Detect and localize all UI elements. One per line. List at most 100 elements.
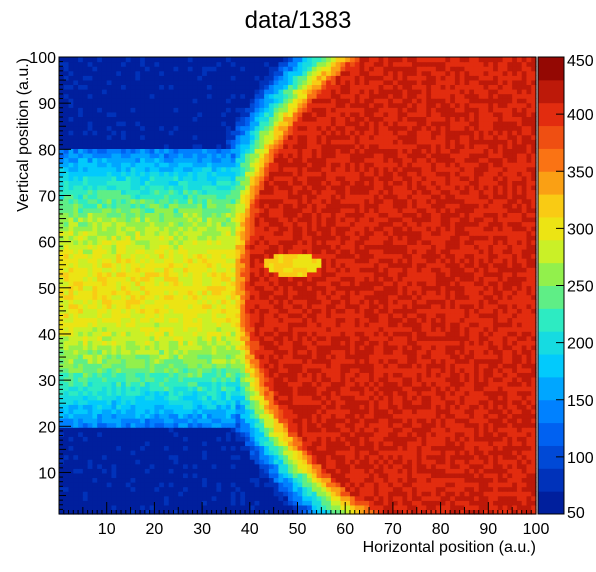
heatmap-cell (121, 477, 127, 483)
heatmap-cell (416, 408, 423, 415)
heatmap-cell (521, 317, 528, 323)
heatmap-cell (354, 354, 361, 360)
heatmap-cell (383, 495, 389, 501)
heatmap-cell (63, 354, 70, 360)
heatmap-cell (125, 303, 132, 309)
heatmap-cell (340, 491, 346, 497)
heatmap-cell (264, 404, 270, 410)
heatmap-cell (483, 331, 489, 337)
heatmap-cell (521, 472, 528, 479)
heatmap-cell (173, 326, 179, 332)
heatmap-cell (321, 459, 327, 465)
heatmap-cell (130, 331, 136, 337)
heatmap-cell (311, 363, 318, 369)
heatmap-cell (159, 486, 165, 492)
heatmap-cell (216, 495, 222, 501)
heatmap-cell (340, 386, 346, 392)
heatmap-cell (397, 408, 404, 415)
heatmap-cell (340, 303, 346, 309)
heatmap-cell (321, 450, 327, 456)
heatmap-cell (516, 322, 523, 328)
heatmap-cell (411, 303, 418, 309)
heatmap-cell (454, 440, 461, 447)
heatmap-cell (369, 294, 375, 300)
heatmap-cell (378, 303, 384, 309)
heatmap-cell (283, 422, 289, 428)
heatmap-cell (421, 326, 427, 332)
heatmap-cell (364, 317, 370, 323)
heatmap-cell (230, 459, 237, 465)
heatmap-cell (159, 440, 165, 447)
heatmap-cell (135, 331, 141, 337)
heatmap-cell (373, 491, 380, 497)
heatmap-cell (292, 363, 299, 369)
heatmap-cell (230, 491, 237, 497)
heatmap-cell (101, 431, 108, 437)
heatmap-cell (359, 326, 365, 332)
heatmap-cell (307, 290, 313, 296)
heatmap-cell (82, 509, 89, 515)
heatmap-cell (97, 436, 103, 442)
heatmap-cell (173, 372, 179, 378)
heatmap-cell (245, 477, 251, 483)
heatmap-cell (187, 386, 194, 392)
heatmap-cell (354, 395, 361, 401)
heatmap-cell (59, 390, 65, 396)
heatmap-cell (159, 459, 165, 465)
heatmap-cell (330, 363, 337, 369)
heatmap-cell (435, 427, 442, 433)
heatmap-cell (225, 312, 232, 319)
heatmap-cell (335, 372, 342, 378)
heatmap-cell (211, 509, 218, 515)
heatmap-cell (435, 440, 442, 447)
heatmap-cell (473, 445, 480, 451)
heatmap-cell (68, 299, 74, 305)
heatmap-cell (435, 285, 442, 291)
heatmap-cell (230, 381, 237, 387)
heatmap-cell (82, 454, 89, 460)
heatmap-cell (478, 285, 485, 291)
heatmap-cell (488, 463, 494, 469)
heatmap-cell (411, 431, 418, 437)
heatmap-cell (163, 504, 170, 511)
heatmap-cell (526, 326, 532, 332)
heatmap-cell (411, 376, 418, 383)
heatmap-cell (154, 358, 160, 364)
heatmap-cell (187, 445, 194, 451)
heatmap-cell (216, 290, 222, 296)
heatmap-cell (411, 344, 418, 351)
heatmap-cell (221, 436, 227, 442)
heatmap-cell (216, 413, 222, 419)
heatmap-cell (116, 344, 122, 351)
heatmap-cell (469, 440, 475, 447)
heatmap-cell (364, 468, 370, 474)
heatmap-cell (206, 477, 213, 483)
heatmap-cell (140, 468, 146, 474)
heatmap-cell (326, 317, 332, 323)
heatmap-cell (206, 358, 213, 364)
heatmap-cell (526, 486, 532, 492)
heatmap-cell (521, 363, 528, 369)
heatmap-cell (388, 290, 394, 296)
heatmap-cell (216, 450, 222, 456)
heatmap-cell (187, 454, 194, 460)
heatmap-cell (383, 367, 389, 373)
heatmap-cell (101, 422, 108, 428)
heatmap-cell (192, 468, 198, 474)
heatmap-cell (397, 495, 404, 501)
heatmap-cell (512, 294, 518, 300)
heatmap-cell (473, 472, 480, 479)
heatmap-cell (225, 504, 232, 511)
heatmap-cell (97, 477, 103, 483)
heatmap-cell (426, 367, 432, 373)
heatmap-cell (340, 395, 346, 401)
heatmap-cell (154, 468, 160, 474)
heatmap-cell (311, 509, 318, 515)
heatmap-cell (307, 463, 313, 469)
heatmap-cell (459, 408, 466, 415)
heatmap-cell (264, 386, 270, 392)
heatmap-cell (249, 349, 256, 355)
heatmap-cell (78, 445, 84, 451)
heatmap-cell (254, 354, 260, 360)
heatmap-cell (473, 354, 480, 360)
